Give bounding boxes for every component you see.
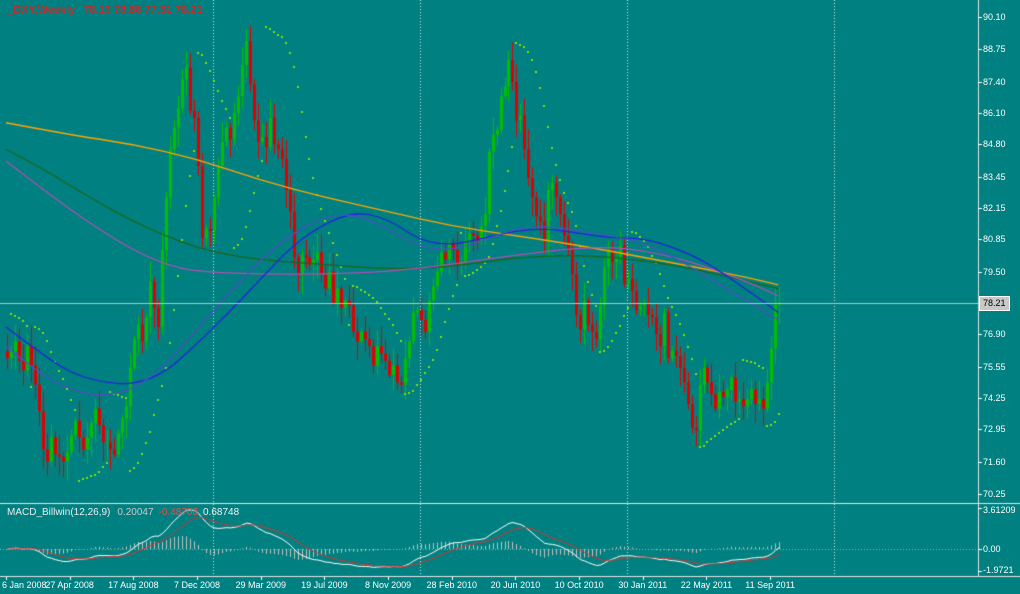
price-tick-label: 72.95: [983, 424, 1006, 435]
macd-indicator-name: MACD_Billwin(12,26,9): [7, 507, 111, 518]
chart-symbol-label: _DXY,Weekly: [7, 4, 76, 16]
price-tick-label: 74.25: [983, 392, 1006, 403]
macd-value-1: 0.20047: [117, 507, 154, 518]
time-axis-label: 27 Apr 2008: [45, 580, 94, 590]
macd-tick-label: 3.61209: [983, 505, 1016, 515]
time-axis-label: 30 Jan 2011: [618, 580, 668, 590]
time-axis-label: 19 Jul 2009: [301, 580, 348, 590]
price-tick-label: 83.45: [983, 171, 1006, 182]
time-axis-label: 29 Mar 2009: [235, 580, 286, 590]
time-axis-label: 22 May 2011: [680, 580, 733, 590]
time-axis-label: 7 Dec 2008: [174, 580, 221, 590]
price-tick-label: 82.15: [983, 203, 1006, 214]
price-tick-label: 79.50: [983, 266, 1006, 277]
price-tick-label: 86.10: [983, 108, 1006, 119]
price-tick-label: 71.60: [983, 456, 1006, 467]
macd-value-2: -0.48708: [158, 507, 199, 518]
chart-ohlc-values: 78.13 78.86 77.31 78.21: [83, 4, 203, 16]
time-axis-label: 10 Oct 2010: [554, 580, 604, 590]
time-axis-label: 6 Jan 2008: [2, 580, 47, 590]
time-axis-label: 20 Jun 2010: [490, 580, 541, 590]
chart-symbol-ohlc-header: _DXY,Weekly 78.13 78.86 77.31 78.21: [7, 4, 203, 16]
macd-value-3: 0.68748: [203, 507, 240, 518]
price-tick-label: 70.25: [983, 489, 1006, 499]
macd-tick-label: 0.00: [983, 544, 1001, 554]
price-tick-label: 87.40: [983, 76, 1006, 87]
time-axis-label: 17 Aug 2008: [108, 580, 159, 590]
macd-tick-label: -1.9721: [983, 565, 1014, 575]
price-tick-label: 88.75: [983, 44, 1006, 55]
price-tick-label: 90.10: [983, 12, 1006, 22]
price-tick-label: 84.80: [983, 139, 1006, 150]
price-tick-label: 76.90: [983, 329, 1006, 340]
time-axis-label: 8 Nov 2009: [365, 580, 412, 590]
macd-indicator-header: MACD_Billwin(12,26,9) 0.20047 -0.48708 0.68…: [7, 507, 239, 518]
time-axis-label: 28 Feb 2010: [426, 580, 478, 590]
price-tick-label: 75.55: [983, 361, 1006, 372]
current-price-box: 78.21: [979, 295, 1010, 311]
price-tick-label: 80.85: [983, 234, 1006, 245]
time-axis-label: 11 Sep 2011: [745, 580, 796, 590]
